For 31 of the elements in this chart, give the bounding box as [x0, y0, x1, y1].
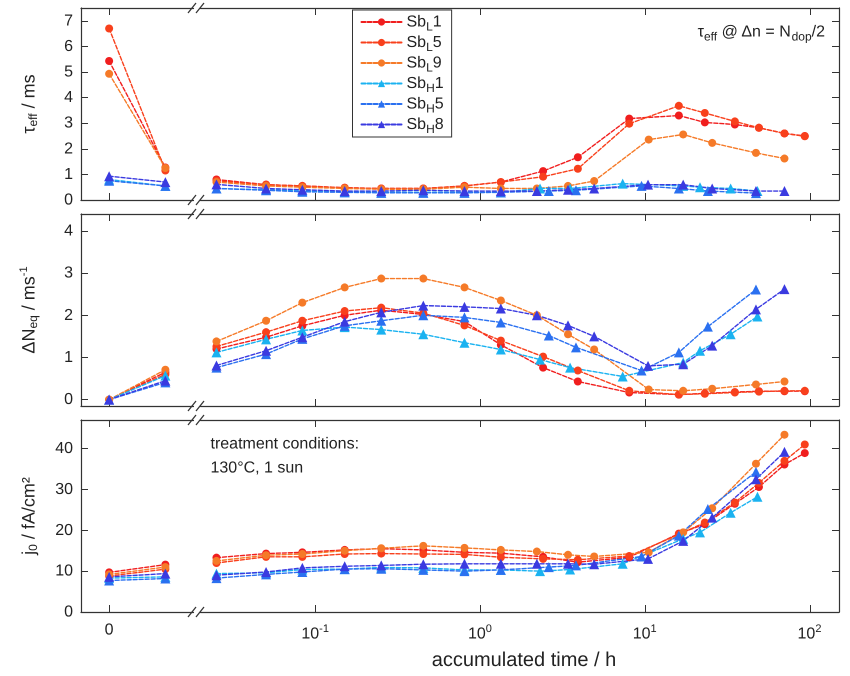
- y-axis-title: j0 / fA/cm²: [18, 477, 40, 556]
- y-tick-label: 4: [64, 89, 74, 106]
- point: [105, 24, 114, 32]
- point: [105, 70, 114, 78]
- x-tick-label: 10$^{0}$: [468, 622, 492, 644]
- y-tick-label: 0: [64, 391, 74, 408]
- x-tick-label: 10$^{1}$: [632, 622, 657, 644]
- y-tick-label: 30: [55, 480, 74, 498]
- x-tick-label: 10$^{-1}$: [301, 622, 329, 644]
- y-tick-label: 40: [55, 440, 74, 458]
- x-tick-label: 10$^{2}$: [798, 622, 822, 644]
- y-tick-label: 7: [64, 12, 74, 30]
- y-tick-label: 2: [64, 140, 74, 158]
- x-tick-label: 0: [104, 622, 114, 638]
- y-tick-label: 1: [64, 348, 74, 366]
- y-tick-label: 5: [64, 64, 74, 80]
- y-tick-label: 3: [64, 264, 74, 282]
- y-axis-title: τeff / ms: [18, 74, 40, 134]
- y-tick-label: 20: [55, 522, 74, 539]
- y-tick-label: 0: [64, 192, 74, 208]
- annotation: treatment conditions: 130°C, 1 sun: [210, 436, 359, 476]
- y-axis-title: ΔNeq / ms-1: [18, 266, 40, 354]
- point: [105, 56, 114, 65]
- x-axis-title: accumulated time / h: [431, 649, 616, 671]
- y-tick-label: 0: [64, 604, 74, 620]
- y-tick-label: 10: [55, 562, 74, 580]
- y-tick-label: 3: [64, 114, 74, 132]
- y-tick-label: 2: [64, 306, 74, 324]
- y-tick-label: 1: [64, 166, 74, 183]
- y-tick-label: 6: [64, 38, 74, 55]
- y-tick-label: 4: [64, 222, 74, 240]
